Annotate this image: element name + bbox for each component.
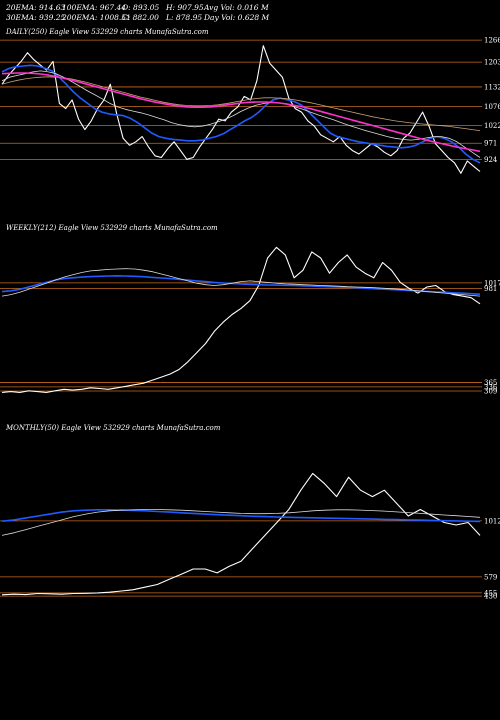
daily-level-tick-6: 924 <box>484 156 498 164</box>
monthly-series-ema-2 <box>1 509 481 536</box>
daily-level-tick-4: 1022 <box>484 122 500 130</box>
daily-level-tick-0: 1266 <box>484 37 500 45</box>
daily-series-ema-1 <box>1 64 481 164</box>
weekly-panel-title: WEEKLY(212) Eagle View 532929 charts Mun… <box>6 224 218 232</box>
monthly-level-tick-2: 455 <box>484 589 497 597</box>
header-avg-vol: Avg Vol: 0.016 M <box>204 3 269 12</box>
daily-level-tick-3: 1076 <box>484 103 500 111</box>
header-30ema: 30EMA: 939.25 <box>6 13 66 22</box>
daily-level-tick-5: 971 <box>484 140 497 148</box>
header-low: L: 878.95 <box>166 13 203 22</box>
daily-series-ema-3 <box>1 76 481 131</box>
daily-panel-title: DAILY(250) Eagle View 532929 charts Muna… <box>6 28 209 36</box>
monthly-level-tick-3: 430 <box>484 593 497 601</box>
weekly-series-price <box>1 246 481 393</box>
header-high: H: 907.95 <box>166 3 204 12</box>
header-20ema: 20EMA: 914.63 <box>6 3 66 12</box>
header-200ema: 200EMA: 1008.51 <box>62 13 131 22</box>
monthly-level-tick-1: 579 <box>484 573 497 581</box>
header-100ema: 100EMA: 967.44 <box>62 3 127 12</box>
header-close: C: 882.00 <box>122 13 159 22</box>
monthly-panel-title: MONTHLY(50) Eagle View 532929 charts Mun… <box>6 424 221 432</box>
header-open: O: 893.05 <box>122 3 160 12</box>
weekly-series-ema-2 <box>1 268 481 297</box>
daily-series-price <box>1 45 481 174</box>
daily-level-tick-2: 1132 <box>484 83 500 91</box>
monthly-level-tick-0: 1012 <box>484 517 500 525</box>
weekly-level-tick-0: 1017 <box>484 279 500 287</box>
weekly-level-tick-4: 309 <box>484 387 497 395</box>
daily-series-ema-4 <box>1 72 481 153</box>
weekly-series-ema-1 <box>1 274 481 295</box>
monthly-series-price <box>1 472 481 596</box>
monthly-series-ema-1 <box>1 508 481 523</box>
weekly-level-tick-3: 336 <box>484 383 498 391</box>
weekly-level-tick-2: 365 <box>484 379 497 387</box>
header-day-vol: Day Vol: 0.628 M <box>204 13 270 22</box>
daily-level-tick-1: 1203 <box>484 59 500 67</box>
weekly-level-tick-1: 981 <box>484 285 497 293</box>
daily-series-ema-2 <box>1 70 481 158</box>
